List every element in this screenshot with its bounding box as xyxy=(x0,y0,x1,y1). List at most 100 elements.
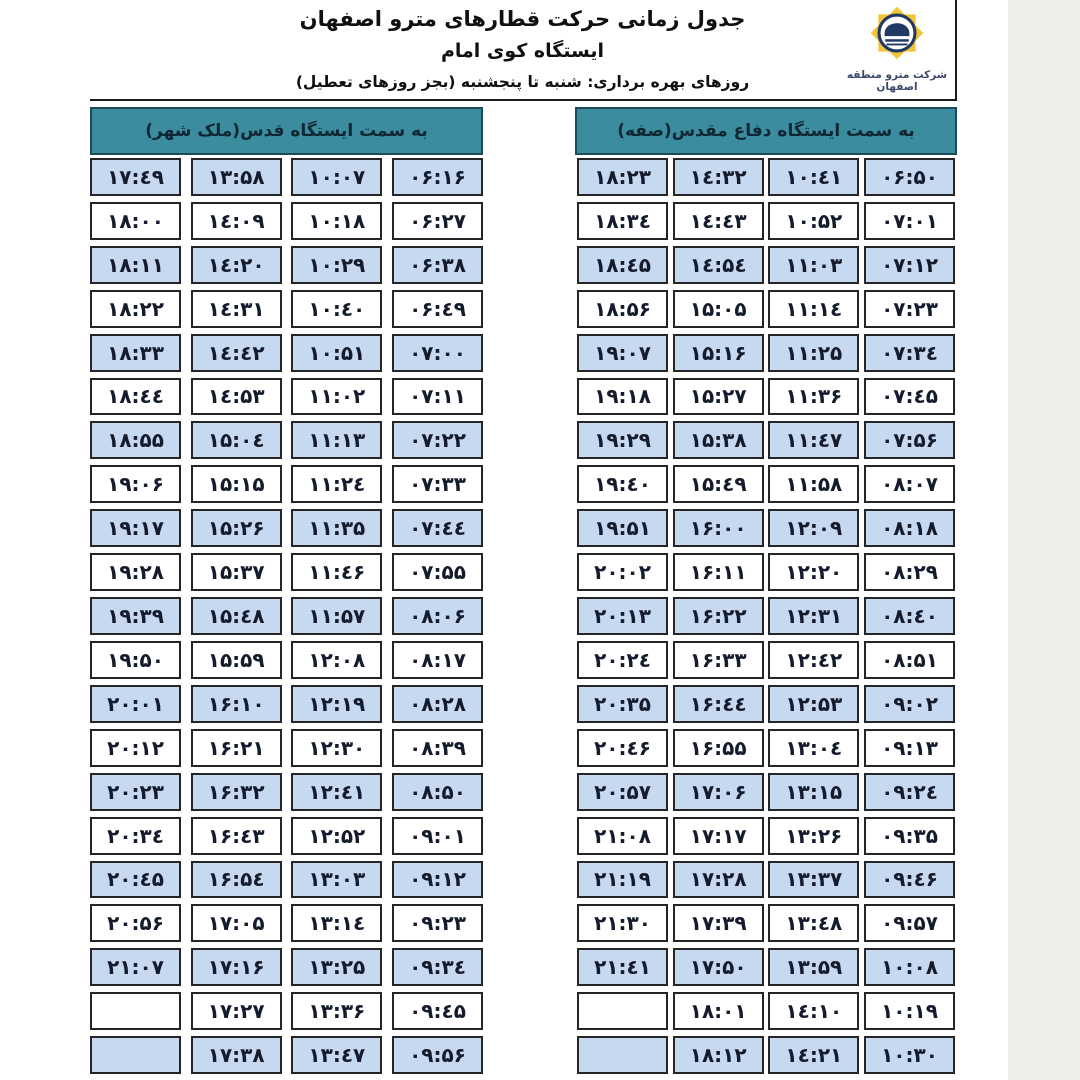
time-cell: ۰۷:۰۰ xyxy=(392,333,483,372)
time-cell: ۱۱:۱۳ xyxy=(291,421,383,460)
time-cell: ۱۱:۰۲ xyxy=(291,377,383,416)
time-cell: ۲۰:۵۷ xyxy=(577,772,669,811)
time-cell: ۲۱:۳۰ xyxy=(577,904,669,943)
time-cell: ۱۹:۵۰ xyxy=(90,640,182,679)
time-cell: ۰۹:۲۳ xyxy=(392,904,483,943)
time-cell: ۱۳:۵۹ xyxy=(768,948,860,987)
time-cell: ۱۳:۳۷ xyxy=(768,860,860,899)
time-cell: ۱٤:۳۱ xyxy=(190,289,282,328)
time-cell: ۱۹:۲۹ xyxy=(577,421,669,460)
time-cell: ۱٤:۳۲ xyxy=(672,158,764,196)
time-cell: ۰۹:۳٤ xyxy=(392,948,483,987)
time-cell: ۰۷:۳٤ xyxy=(864,333,955,372)
time-cell: ۱۰:۲۹ xyxy=(291,245,383,284)
time-cell: ۱۷:۲۸ xyxy=(672,860,764,899)
time-cell: ۱۸:۵۶ xyxy=(577,289,669,328)
time-cell: ۱۸:٤۵ xyxy=(577,245,669,284)
time-cell: ۱٤:۰۹ xyxy=(190,201,282,240)
time-cell: ۰۷:۱۲ xyxy=(864,245,955,284)
time-cell: ۰۹:۵۷ xyxy=(864,904,955,943)
time-cell: ۱۰:۱۹ xyxy=(864,992,955,1031)
time-cell: ۱۸:۲۳ xyxy=(577,158,669,196)
time-cell: ۱٤:۱۰ xyxy=(768,992,860,1031)
time-cell: ۱۳:۳۶ xyxy=(291,992,383,1031)
time-cell: ۱۹:۱۸ xyxy=(577,377,669,416)
time-cell: ۲۰:۰۲ xyxy=(577,553,669,592)
time-cell: ۰۷:۱۱ xyxy=(392,377,483,416)
time-cell: ۱۱:۲۵ xyxy=(768,333,860,372)
time-cell: ۲۰:۲٤ xyxy=(577,640,669,679)
time-cell: ۲۱:۰۷ xyxy=(90,948,182,987)
time-cell: ۰۸:۱۸ xyxy=(864,509,955,548)
station-name: ایستگاه کوی امام xyxy=(440,40,605,62)
time-cell: ۱۸:۰۰ xyxy=(90,201,182,240)
time-cell: ۱۹:۰۷ xyxy=(577,333,669,372)
time-cell: ۱۹:۰۶ xyxy=(90,465,182,504)
time-cell: ۱۱:۳۶ xyxy=(768,377,860,416)
time-cell: ۰۸:۱۷ xyxy=(392,640,483,679)
time-cell: ۱۳:۰۳ xyxy=(291,860,383,899)
time-cell: ۱۶:۵٤ xyxy=(190,860,282,899)
time-cell: ۱۷:۳۹ xyxy=(672,904,764,943)
time-cell: ۲۱:۱۹ xyxy=(577,860,669,899)
time-cell: ۰۸:۵۰ xyxy=(392,772,483,811)
time-cell: ۰۷:۲۲ xyxy=(392,421,483,460)
time-cell: ۰۷:٤٤ xyxy=(392,509,483,548)
page-title: جدول زمانی حرکت قطارهای مترو اصفهان xyxy=(299,7,746,31)
time-cell: ۱۱:۰۳ xyxy=(768,245,860,284)
time-cell: ۱۵:۲۶ xyxy=(190,509,282,548)
page-edge-strip xyxy=(1008,0,1080,1080)
time-cell: ۱۷:۳۸ xyxy=(190,1036,282,1075)
time-cell: ۰۹:۱۲ xyxy=(392,860,483,899)
time-cell: ۱۰:٤۰ xyxy=(291,289,383,328)
time-cell: ۱۱:۵۷ xyxy=(291,597,383,635)
time-cell: ۱۶:٤۳ xyxy=(190,816,282,855)
time-cell: ۱۸:۵۵ xyxy=(90,421,182,460)
time-cell: ۱٤:۵٤ xyxy=(672,245,764,284)
metro-logo-icon xyxy=(870,6,924,60)
time-cell: ۱۳:۱٤ xyxy=(291,904,383,943)
time-cell: ۰۹:۰۱ xyxy=(392,816,483,855)
time-cell: ۰۸:۰۶ xyxy=(392,597,483,635)
time-cell: ۱۵:۵۹ xyxy=(190,640,282,679)
direction-header-qods: به سمت ایستگاه قدس(ملک شهر) xyxy=(90,107,483,155)
time-cell: ۱۶:۰۰ xyxy=(672,509,764,548)
time-cell: ۲۰:۱۳ xyxy=(577,597,669,635)
time-cell: ۱۹:۱۷ xyxy=(90,509,182,548)
time-cell: ۱٤:۲۰ xyxy=(190,245,282,284)
time-cell: ۰۸:٤۰ xyxy=(864,597,955,635)
time-cell: ۱۳:۲۶ xyxy=(768,816,860,855)
time-cell: ۱۳:۲۵ xyxy=(291,948,383,987)
time-cell: ۱۸:۱۲ xyxy=(672,1036,764,1075)
time-cell: ۱۷:۰۶ xyxy=(672,772,764,811)
time-cell: ۱۰:۵۱ xyxy=(291,333,383,372)
time-cell: ۰۷:۲۳ xyxy=(864,289,955,328)
time-cell: ۲۰:۰۱ xyxy=(90,684,182,723)
time-cell: ۱۸:۳۳ xyxy=(90,333,182,372)
time-cell: ۱۷:۰۵ xyxy=(190,904,282,943)
time-cell: ۱۷:۵۰ xyxy=(672,948,764,987)
time-cell xyxy=(577,992,669,1031)
time-cell: ۱۰:۳۰ xyxy=(864,1036,955,1075)
time-cell: ۰۶:۵۰ xyxy=(864,158,955,196)
time-cell: ۱۳:۱۵ xyxy=(768,772,860,811)
time-cell: ۱۶:۳۲ xyxy=(190,772,282,811)
time-cell: ۰۹:۲٤ xyxy=(864,772,955,811)
time-cell: ۱۸:۳٤ xyxy=(577,201,669,240)
time-column: ۰۶:۱۶ ۰۶:۲۷ ۰۶:۳۸ ۰۶:٤۹ ۰۷:۰۰ ۰۷:۱۱ ۰۷:۲۲ ۰۷:۳۳… xyxy=(392,158,483,1080)
time-cell: ۱۲:۵۳ xyxy=(768,684,860,723)
time-cell: ۱۰:٤۱ xyxy=(768,158,860,196)
time-cell: ۰۷:۳۳ xyxy=(392,465,483,504)
time-cell: ۱٤:۵۳ xyxy=(190,377,282,416)
time-column: ۰۶:۵۰ ۰۷:۰۱ ۰۷:۱۲ ۰۷:۲۳ ۰۷:۳٤ ۰۷:٤۵ ۰۷:۵۶ ۰۸:۰۷… xyxy=(864,158,955,1080)
time-cell: ۱۹:۵۱ xyxy=(577,509,669,548)
time-cell: ۱۰:۱۸ xyxy=(291,201,383,240)
direction-label-sofeh: به سمت ایستگاه دفاع مقدس(صفه) xyxy=(617,121,915,141)
time-cell: ۱۷:۱۶ xyxy=(190,948,282,987)
time-cell: ۰۸:۵۱ xyxy=(864,640,955,679)
time-column: ۱۷:٤۹ ۱۸:۰۰ ۱۸:۱۱ ۱۸:۲۲ ۱۸:۳۳ ۱۸:٤٤ ۱۸:۵۵ ۱۹:۰۶… xyxy=(90,158,182,1080)
time-cell: ۲۰:۲۳ xyxy=(90,772,182,811)
metro-logo: شرکت مترو منطقه اصفهان xyxy=(836,2,958,93)
time-cell: ۱۲:۱۹ xyxy=(291,684,383,723)
time-cell: ۰۹:۳۵ xyxy=(864,816,955,855)
